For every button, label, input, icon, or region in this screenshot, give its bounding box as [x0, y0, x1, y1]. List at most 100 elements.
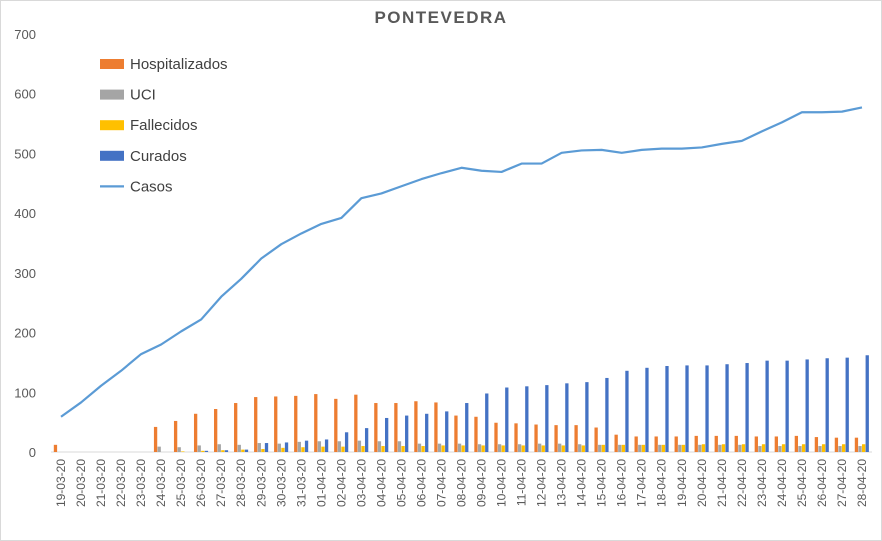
bar-uci [397, 441, 402, 452]
bar-hospitalizados [254, 397, 258, 452]
bar-fallecidos [401, 446, 405, 452]
bar-uci [758, 446, 762, 452]
bar-fallecidos [381, 446, 385, 452]
bar-uci [698, 444, 702, 452]
bar-curados [284, 442, 289, 452]
bar-uci [818, 446, 822, 452]
bar-curados [865, 355, 869, 452]
bar-hospitalizados [774, 436, 778, 452]
bar-uci [297, 441, 301, 452]
bar-curados [845, 357, 849, 452]
bar-fallecidos [441, 445, 445, 452]
bar-fallecidos [621, 444, 625, 452]
bar-hospitalizados [173, 420, 178, 452]
x-tick-label: 06-04-20 [414, 459, 428, 507]
bar-hospitalizados [294, 395, 298, 452]
bar-fallecidos [321, 446, 325, 452]
x-tick-label: 26-04-20 [815, 459, 829, 507]
bar-uci [437, 443, 442, 452]
bar-hospitalizados [374, 403, 378, 452]
x-tick-label: 19-03-20 [54, 459, 68, 507]
bar-uci [658, 444, 662, 452]
bar-fallecidos [821, 444, 826, 452]
x-tick-label: 09-04-20 [475, 459, 489, 507]
x-tick-label: 15-04-20 [595, 459, 609, 507]
x-tick-label: 23-04-20 [755, 459, 769, 507]
bar-fallecidos [461, 445, 465, 452]
bar-curados [525, 386, 529, 452]
bar-fallecidos [841, 444, 846, 452]
bar-curados [425, 413, 429, 452]
bar-curados [364, 428, 369, 452]
bar-hospitalizados [214, 409, 218, 452]
y-tick-label: 700 [14, 27, 36, 42]
bar-uci [477, 444, 482, 452]
x-tick-label: 30-03-20 [274, 459, 288, 507]
bar-curados [204, 450, 209, 452]
y-tick-label: 600 [14, 87, 36, 102]
bar-hospitalizados [354, 394, 358, 452]
y-tick-label: 200 [14, 326, 36, 341]
x-tick-label: 20-03-20 [74, 459, 88, 507]
bar-hospitalizados [654, 436, 658, 452]
bar-fallecidos [741, 444, 746, 452]
x-tick-label: 08-04-20 [455, 459, 469, 507]
bar-fallecidos [801, 444, 806, 452]
legend-label: Hospitalizados [130, 56, 228, 73]
bar-hospitalizados [334, 398, 338, 452]
bar-uci [497, 444, 502, 452]
bar-uci [598, 444, 602, 452]
bar-uci [578, 444, 582, 452]
bar-curados [224, 450, 229, 452]
bar-hospitalizados [434, 402, 438, 452]
legend-label: Casos [130, 178, 173, 195]
bar-fallecidos [341, 446, 345, 452]
bar-curados [805, 359, 809, 452]
bar-uci [778, 446, 782, 452]
bar-hospitalizados [574, 425, 578, 452]
bar-fallecidos [861, 444, 866, 452]
bar-uci [377, 441, 382, 452]
bar-curados [605, 377, 609, 452]
x-tick-label: 18-04-20 [655, 459, 669, 507]
bar-fallecidos [721, 444, 726, 452]
bar-hospitalizados [594, 427, 598, 452]
bar-uci [317, 441, 322, 452]
x-tick-label: 13-04-20 [555, 459, 569, 507]
bar-curados [725, 364, 729, 452]
bar-uci [678, 444, 682, 452]
bar-uci [798, 446, 802, 452]
bar-curados [344, 432, 349, 452]
bar-hospitalizados [634, 436, 638, 452]
x-tick-label: 10-04-20 [495, 459, 509, 507]
bar-curados [565, 383, 569, 452]
bar-uci [638, 444, 642, 452]
chart-title: PONTEVEDRA [374, 8, 508, 27]
x-tick-label: 04-04-20 [374, 459, 388, 507]
bar-curados [385, 417, 389, 452]
bar-uci [337, 441, 342, 452]
x-tick-label: 29-03-20 [254, 459, 268, 507]
x-tick-label: 27-04-20 [835, 459, 849, 507]
bar-uci [257, 443, 261, 452]
bar-hospitalizados [474, 416, 478, 452]
bar-hospitalizados [854, 437, 859, 452]
x-tick-label: 22-04-20 [735, 459, 749, 507]
legend-label: Curados [130, 148, 187, 165]
bar-fallecidos [541, 445, 545, 452]
bar-hospitalizados [514, 423, 518, 452]
bar-uci [457, 443, 462, 452]
bar-fallecidos [601, 444, 605, 452]
x-tick-label: 19-04-20 [675, 459, 689, 507]
bar-uci [417, 443, 422, 452]
bar-series-group [53, 355, 869, 452]
bar-fallecidos [781, 444, 786, 452]
y-tick-label: 300 [14, 266, 36, 281]
x-tick-label: 27-03-20 [214, 459, 228, 507]
bar-uci [357, 440, 362, 452]
bar-curados [445, 411, 449, 452]
x-tick-label: 28-04-20 [855, 459, 869, 507]
legend-swatch-fallecidos [100, 120, 124, 131]
x-tick-label: 17-04-20 [635, 459, 649, 507]
legend-swatch-curados [100, 150, 124, 161]
